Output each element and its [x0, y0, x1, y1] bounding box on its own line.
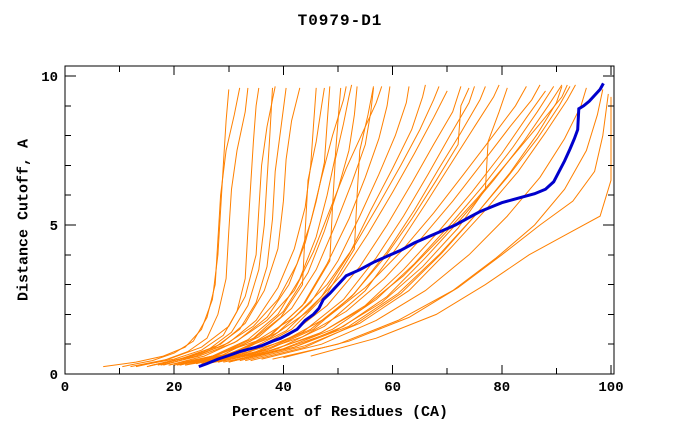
y-tick-label: 10 — [41, 70, 58, 86]
model-curve — [179, 86, 358, 366]
x-axis-label: Percent of Residues (CA) — [231, 404, 449, 421]
model-curve — [245, 84, 576, 362]
model-curve — [179, 90, 448, 366]
x-tick-label: 40 — [275, 380, 292, 396]
model-curve — [223, 87, 508, 363]
chart-title: T0979-D1 — [297, 12, 383, 30]
model-curve — [135, 87, 249, 368]
x-tick-label: 80 — [493, 380, 510, 396]
model-curve — [103, 89, 230, 368]
y-tick-label: 5 — [50, 219, 58, 235]
model-curve — [261, 87, 587, 360]
model-curve — [193, 84, 353, 365]
model-curve — [157, 87, 301, 366]
model-curve — [212, 87, 470, 363]
model-curve — [206, 84, 568, 365]
model-curve — [201, 84, 426, 365]
model-curve — [174, 87, 342, 366]
model-curve — [122, 87, 241, 368]
model-curve — [234, 86, 571, 362]
model-curve — [228, 86, 555, 363]
model-curve — [217, 86, 486, 363]
x-tick-label: 20 — [166, 380, 183, 396]
x-tick-label: 0 — [61, 380, 69, 396]
model-curve — [146, 87, 273, 368]
model-curve — [168, 86, 440, 366]
model-curve — [250, 86, 563, 362]
model-curve — [160, 86, 383, 366]
model-curve — [141, 87, 260, 366]
plot-frame — [64, 65, 615, 375]
model-curve — [283, 93, 609, 359]
model-curve — [310, 96, 612, 357]
model-curve — [206, 86, 475, 365]
y-tick-label: 0 — [50, 368, 58, 384]
model-curve — [149, 86, 347, 367]
highlighted-model-curve — [198, 82, 605, 369]
model-curve — [130, 86, 276, 368]
model-curve — [190, 86, 391, 365]
model-curve — [201, 84, 541, 365]
model-curve — [272, 89, 604, 360]
x-tick-label: 100 — [598, 380, 623, 396]
x-tick-label: 60 — [384, 380, 401, 396]
